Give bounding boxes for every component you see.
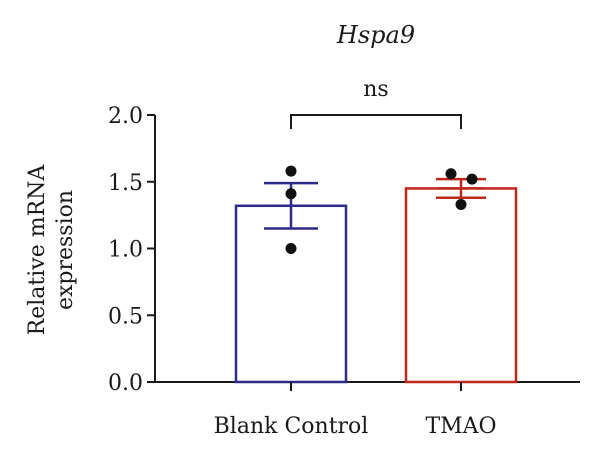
data-point <box>466 173 478 185</box>
y-axis-label-line-2: expression <box>53 190 78 310</box>
chart-title: Hspa9 <box>336 21 415 49</box>
y-axis-label-line-1: Relative mRNA <box>25 164 50 336</box>
data-point <box>285 243 297 254</box>
y-tick-label: 2.0 <box>108 104 143 129</box>
significance-bracket <box>290 114 462 129</box>
y-tick-label: 0.5 <box>108 304 143 329</box>
y-tick-label: 1.5 <box>108 171 143 196</box>
significance-label: ns <box>363 77 388 102</box>
plot-area: 0.0 0.5 1.0 1.5 2.0 Blank Control TMAO ns <box>108 77 580 439</box>
data-point <box>455 198 467 210</box>
y-tick-label: 0.0 <box>108 371 143 396</box>
x-tick-label: TMAO <box>425 414 496 439</box>
bar <box>234 204 348 384</box>
bar <box>404 187 518 384</box>
data-point <box>445 168 457 180</box>
x-tick-label: Blank Control <box>214 414 369 439</box>
data-point <box>285 188 297 200</box>
y-tick-label: 1.0 <box>108 238 143 263</box>
data-point <box>285 165 297 177</box>
